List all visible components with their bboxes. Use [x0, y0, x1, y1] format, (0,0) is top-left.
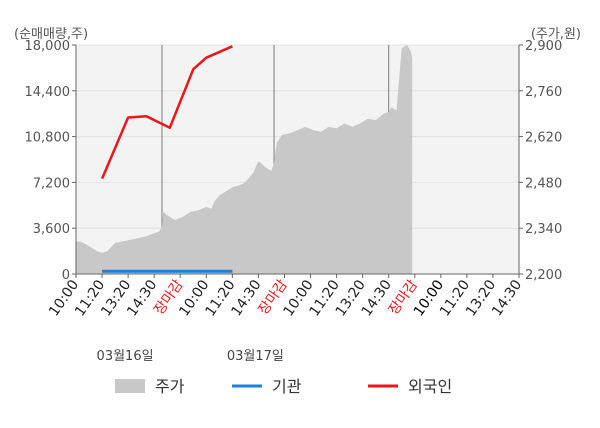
right-axis-ticks: 2,200 2,340 2,480 2,620 2,760 2,900 — [519, 39, 562, 283]
right-tick-label: 2,900 — [525, 39, 562, 54]
legend: 주가 기관 외국인 — [115, 377, 452, 396]
right-tick-label: 2,760 — [525, 85, 562, 100]
left-axis-ticks: 0 3,600 7,200 10,800 14,400 18,000 — [25, 39, 76, 283]
price-area — [76, 45, 413, 274]
legend-label: 외국인 — [408, 377, 452, 396]
left-tick-label: 14,400 — [25, 85, 71, 100]
left-tick-label: 7,200 — [33, 176, 70, 191]
legend-swatch-area — [115, 379, 145, 393]
x-axis-ticks: 10:0011:2013:2014:30장마감10:0011:2014:30장마… — [46, 274, 525, 319]
left-tick-label: 3,600 — [33, 222, 70, 237]
left-tick-label: 0 — [62, 268, 70, 283]
left-axis-title: (순매매량,주) — [14, 27, 88, 42]
right-tick-label: 2,480 — [525, 176, 562, 191]
date-label: 03월16일 — [97, 349, 154, 364]
left-tick-label: 10,800 — [25, 131, 71, 146]
right-tick-label: 2,340 — [525, 222, 562, 237]
date-labels: 03월16일 03월17일 — [97, 349, 284, 364]
price-area-series — [76, 45, 413, 274]
right-tick-label: 2,620 — [525, 131, 562, 146]
right-tick-label: 2,200 — [525, 268, 562, 283]
legend-label: 주가 — [155, 377, 185, 396]
legend-label: 기관 — [272, 377, 302, 396]
foreign-series — [100, 45, 233, 180]
left-tick-label: 18,000 — [25, 39, 71, 54]
date-label: 03월17일 — [227, 349, 284, 364]
foreign-line — [100, 45, 233, 180]
axes — [75, 45, 520, 275]
right-axis-title: (주가,원) — [531, 27, 581, 42]
